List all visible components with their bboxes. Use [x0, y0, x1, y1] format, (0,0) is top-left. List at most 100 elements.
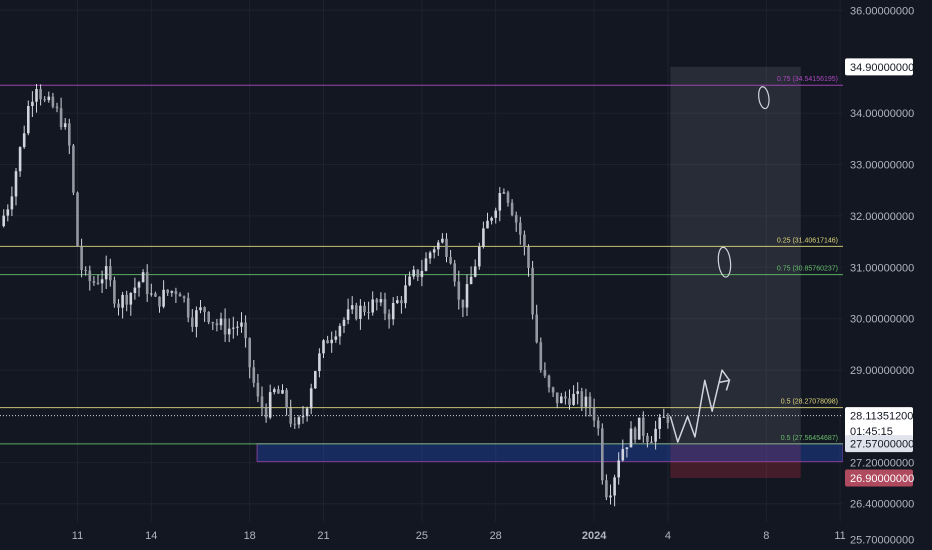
time-tick-label: 4: [665, 530, 671, 542]
candle-body: [150, 293, 153, 295]
candle-body: [248, 338, 251, 368]
candle-body: [514, 215, 518, 223]
candle-body: [469, 276, 473, 285]
candle-body: [359, 305, 362, 319]
stop-price-tag: [845, 469, 913, 487]
candle-body: [428, 252, 432, 259]
candle-body: [453, 263, 456, 282]
candle-body: [166, 289, 169, 293]
candle-body: [178, 294, 182, 297]
candle-body: [223, 318, 227, 335]
candle-body: [277, 389, 280, 394]
stop-price-value: 26.90000000: [850, 473, 914, 485]
fib-level-label: 0.75 (34.54156195): [777, 76, 838, 83]
candle-body: [432, 249, 436, 253]
candle-body: [281, 390, 284, 394]
candle-body: [51, 96, 55, 107]
candle-body: [387, 313, 391, 320]
candle-body: [63, 123, 67, 128]
price-axis-bg: [843, 0, 932, 550]
candle-body: [297, 417, 301, 425]
candle-body: [596, 420, 600, 429]
time-tick-label: 11: [834, 530, 845, 542]
demand-zone-rect[interactable]: [256, 443, 844, 463]
candle-body: [182, 296, 186, 298]
time-tick-label: 11: [72, 530, 83, 542]
candle-body: [371, 299, 374, 313]
projection-arrowhead: [719, 379, 731, 391]
candle-body: [551, 387, 555, 393]
candle-body: [145, 272, 149, 295]
candle-body: [330, 339, 333, 344]
profit-zone[interactable]: [670, 66, 801, 444]
candle-body: [637, 417, 641, 440]
candle-body: [629, 428, 633, 448]
candle-body: [449, 257, 452, 264]
current-price-value: 28.11351200: [850, 411, 913, 423]
candle-body: [543, 370, 547, 376]
candle-body: [576, 391, 579, 394]
candle-body: [207, 311, 210, 323]
price-tick-label: 30.00000000: [850, 314, 914, 326]
time-axis[interactable]: 11 14 18 21 25 28 2024 4 8 11: [0, 522, 846, 550]
candle-body: [555, 392, 559, 404]
candle-body: [490, 217, 493, 221]
candle-body: [519, 222, 522, 235]
candle-body: [318, 353, 321, 372]
candle-body: [506, 192, 510, 203]
candle-body: [92, 281, 96, 283]
price-tick-label: 33.00000000: [850, 159, 914, 171]
candle-body: [396, 300, 399, 304]
demand-zone[interactable]: [256, 443, 844, 463]
candles: [2, 84, 670, 507]
candle-body: [617, 460, 620, 478]
candle-body: [59, 108, 63, 128]
loss-zone[interactable]: [670, 443, 801, 479]
time-tick-label: 28: [490, 530, 502, 542]
target-ellipse-upper[interactable]: [757, 86, 770, 110]
candle-body: [666, 416, 670, 424]
time-axis-bg: [0, 522, 843, 550]
candle-body: [305, 408, 309, 417]
candle-body: [232, 327, 235, 329]
candle-body: [391, 303, 395, 320]
candle-body: [301, 416, 305, 418]
long-position-box[interactable]: [670, 66, 801, 479]
candle-body: [367, 312, 370, 314]
projected-move[interactable]: [669, 369, 731, 443]
fib-level-label: 0.5 (28.27078098): [781, 399, 838, 406]
candle-body: [342, 319, 346, 326]
candle-body: [68, 123, 71, 146]
candle-body: [137, 282, 141, 288]
price-labels: 34.9000000028.1135120001:45:1527.5700000…: [845, 58, 914, 487]
candle-body: [502, 192, 506, 194]
candle-body: [650, 441, 653, 443]
candle-body: [338, 325, 342, 337]
time-tick-label: 2024: [582, 530, 607, 542]
candle-body: [609, 495, 612, 498]
candle-body: [252, 367, 256, 383]
price-tick-label: 34.00000000: [850, 108, 914, 120]
candle-body: [334, 336, 338, 340]
price-axis[interactable]: 36.00000000 34.00000000 33.00000000 32.0000…: [843, 0, 932, 550]
candle-body: [383, 299, 387, 314]
candle-body: [260, 396, 264, 408]
target-ellipses[interactable]: [717, 86, 770, 278]
candle-body: [109, 266, 112, 281]
candle-body: [486, 220, 489, 229]
candle-body: [601, 428, 604, 481]
candle-body: [375, 299, 379, 303]
projection-path[interactable]: [669, 369, 731, 443]
candle-body: [547, 375, 551, 388]
price-tick-label: 27.20000000: [850, 458, 914, 470]
candle-body: [494, 210, 497, 218]
candle-body: [560, 396, 563, 404]
candle-body: [510, 202, 514, 216]
target-ellipse-lower[interactable]: [717, 246, 732, 278]
candle-body: [658, 417, 661, 429]
candle-body: [215, 323, 219, 326]
candle-body: [531, 267, 534, 315]
price-tick-label: 25.70000000: [850, 535, 914, 547]
candle-body: [293, 423, 297, 425]
